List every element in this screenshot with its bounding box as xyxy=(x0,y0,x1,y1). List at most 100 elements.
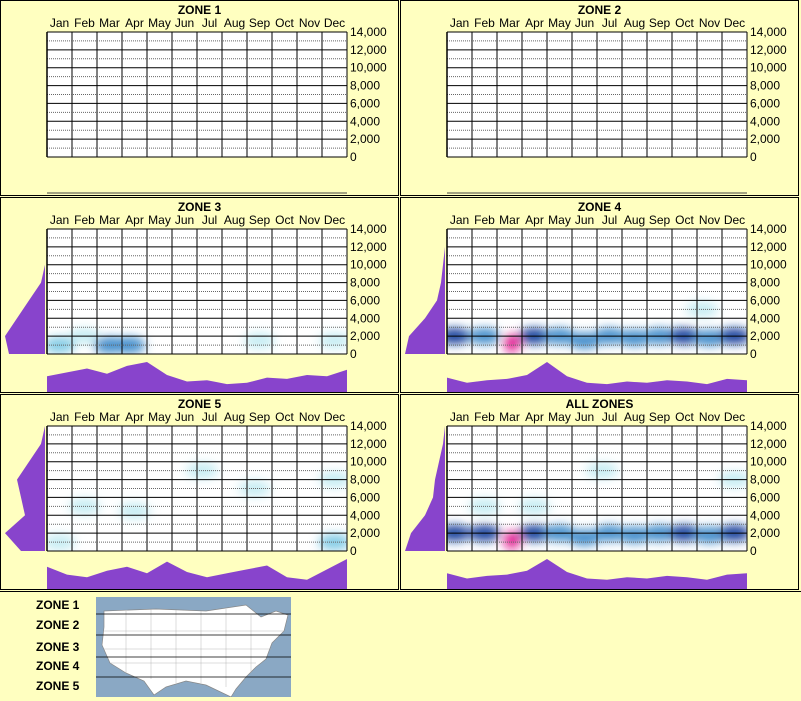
month-tick-label: Jul xyxy=(202,16,217,30)
chart-svg: Jan Feb Mar Apr May Jun Jul Aug Sep Oct Nov Dec 14,0… xyxy=(446,16,787,194)
month-tick-label: Aug xyxy=(224,16,245,30)
legend-zone-1-label: ZONE 1 xyxy=(36,598,80,612)
month-tick-label: May xyxy=(148,213,171,227)
chart-panel-5: ZONE 5 Jan Feb Mar Apr May Jun Jul Aug Sep Oct Nov D… xyxy=(0,394,399,590)
y-tick-label: 12,000 xyxy=(350,240,387,254)
elevation-density-curve xyxy=(5,426,45,551)
heatmap-cell xyxy=(618,329,651,346)
y-tick-label: 10,000 xyxy=(750,258,787,272)
y-tick-label: 6,000 xyxy=(350,96,380,110)
y-tick-label: 14,000 xyxy=(750,222,787,236)
chart-svg: Jan Feb Mar Apr May Jun Jul Aug Sep Oct Nov Dec 14,0… xyxy=(405,410,787,589)
chart-svg: Jan Feb Mar Apr May Jun Jul Aug Sep Oct Nov Dec 14,0… xyxy=(5,213,387,392)
elevation-density-curve xyxy=(405,229,445,354)
heatmap-cell xyxy=(118,502,151,519)
month-tick-label: May xyxy=(148,410,171,424)
month-density-curve xyxy=(447,559,747,589)
month-tick-label: Sep xyxy=(249,410,271,424)
heatmap-cell xyxy=(518,498,551,515)
heatmap-cell xyxy=(618,526,651,543)
y-tick-label: 0 xyxy=(750,347,757,361)
month-tick-label: Mar xyxy=(99,213,120,227)
month-tick-label: Jun xyxy=(575,213,594,227)
chart-svg: Jan Feb Mar Apr May Jun Jul Aug Sep Oct Nov Dec 14,0… xyxy=(46,16,387,194)
chart-panel-3: ZONE 3 Jan Feb Mar Apr May Jun Jul Aug Sep Oct Nov D… xyxy=(0,197,399,393)
chart-panel-6: ALL ZONES Jan Feb Mar Apr May Jun Jul Aug Sep Oct N… xyxy=(400,394,799,590)
month-tick-label: Aug xyxy=(224,213,245,227)
y-tick-label: 2,000 xyxy=(750,132,780,146)
month-tick-label: Jun xyxy=(575,410,594,424)
y-tick-label: 2,000 xyxy=(750,526,780,540)
month-tick-label: Apr xyxy=(125,410,144,424)
month-tick-label: Jul xyxy=(602,213,617,227)
month-tick-label: Jan xyxy=(50,410,69,424)
month-tick-label: Jan xyxy=(450,213,469,227)
y-tick-label: 0 xyxy=(350,544,357,558)
chart-panel-1: ZONE 1 Jan Feb Mar Apr May Jun Jul Aug Sep Oct Nov D… xyxy=(0,0,399,196)
month-tick-label: Jul xyxy=(602,16,617,30)
elevation-density-curve xyxy=(5,229,45,354)
chart-title: ZONE 2 xyxy=(577,3,622,17)
month-tick-label: Aug xyxy=(624,213,645,227)
y-tick-label: 14,000 xyxy=(750,419,787,433)
y-tick-label: 0 xyxy=(750,150,757,164)
month-tick-label: Sep xyxy=(649,213,671,227)
chart-title: ZONE 4 xyxy=(577,200,622,214)
month-tick-label: Apr xyxy=(125,213,144,227)
y-tick-label: 6,000 xyxy=(750,293,780,307)
y-tick-label: 2,000 xyxy=(750,329,780,343)
heatmap-cell xyxy=(504,531,520,550)
month-tick-label: Feb xyxy=(474,410,495,424)
month-tick-label: Nov xyxy=(299,16,320,30)
y-tick-label: 10,000 xyxy=(750,455,787,469)
y-tick-label: 10,000 xyxy=(350,61,387,75)
y-tick-label: 8,000 xyxy=(750,276,780,290)
month-tick-label: Apr xyxy=(125,16,144,30)
y-tick-label: 6,000 xyxy=(350,293,380,307)
month-tick-label: Jun xyxy=(175,213,194,227)
month-tick-label: Nov xyxy=(299,410,320,424)
chart-svg: Jan Feb Mar Apr May Jun Jul Aug Sep Oct Nov Dec 14,0… xyxy=(5,410,387,589)
legend-zone-2-label: ZONE 2 xyxy=(36,618,80,632)
heatmap-cell xyxy=(68,498,101,515)
y-tick-label: 6,000 xyxy=(350,490,380,504)
y-tick-label: 14,000 xyxy=(350,419,387,433)
y-tick-label: 12,000 xyxy=(750,437,787,451)
y-tick-label: 2,000 xyxy=(350,526,380,540)
month-tick-label: Aug xyxy=(224,410,245,424)
month-tick-label: Feb xyxy=(74,410,95,424)
y-tick-label: 12,000 xyxy=(350,437,387,451)
heatmap-cell xyxy=(693,526,726,543)
month-tick-label: Dec xyxy=(324,410,345,424)
y-tick-label: 2,000 xyxy=(350,329,380,343)
y-tick-label: 10,000 xyxy=(350,455,387,469)
month-tick-label: Jul xyxy=(602,410,617,424)
month-tick-label: Oct xyxy=(275,16,294,30)
y-tick-label: 8,000 xyxy=(350,276,380,290)
y-tick-label: 12,000 xyxy=(750,240,787,254)
heatmap-cell xyxy=(318,534,347,551)
y-tick-label: 8,000 xyxy=(750,79,780,93)
month-tick-label: Feb xyxy=(74,213,95,227)
month-tick-label: Jun xyxy=(175,16,194,30)
month-tick-label: Oct xyxy=(675,213,694,227)
y-tick-label: 4,000 xyxy=(750,508,780,522)
month-tick-label: Nov xyxy=(699,213,720,227)
month-tick-label: Feb xyxy=(74,16,95,30)
month-tick-label: Nov xyxy=(699,410,720,424)
heatmap-cell xyxy=(243,332,276,349)
month-tick-label: Jun xyxy=(575,16,594,30)
month-density-curve xyxy=(47,559,347,589)
month-tick-label: Mar xyxy=(499,16,520,30)
y-tick-label: 4,000 xyxy=(350,508,380,522)
month-tick-label: Sep xyxy=(649,16,671,30)
chart-svg: Jan Feb Mar Apr May Jun Jul Aug Sep Oct Nov Dec 14,0… xyxy=(405,213,787,392)
chart-title: ZONE 5 xyxy=(177,397,222,411)
chart-panel-2: ZONE 2 Jan Feb Mar Apr May Jun Jul Aug Sep Oct Nov D… xyxy=(400,0,799,196)
y-tick-label: 4,000 xyxy=(750,114,780,128)
month-tick-label: Apr xyxy=(525,16,544,30)
month-tick-label: Dec xyxy=(724,410,745,424)
month-tick-label: Oct xyxy=(275,410,294,424)
month-tick-label: May xyxy=(548,213,571,227)
y-tick-label: 6,000 xyxy=(750,96,780,110)
